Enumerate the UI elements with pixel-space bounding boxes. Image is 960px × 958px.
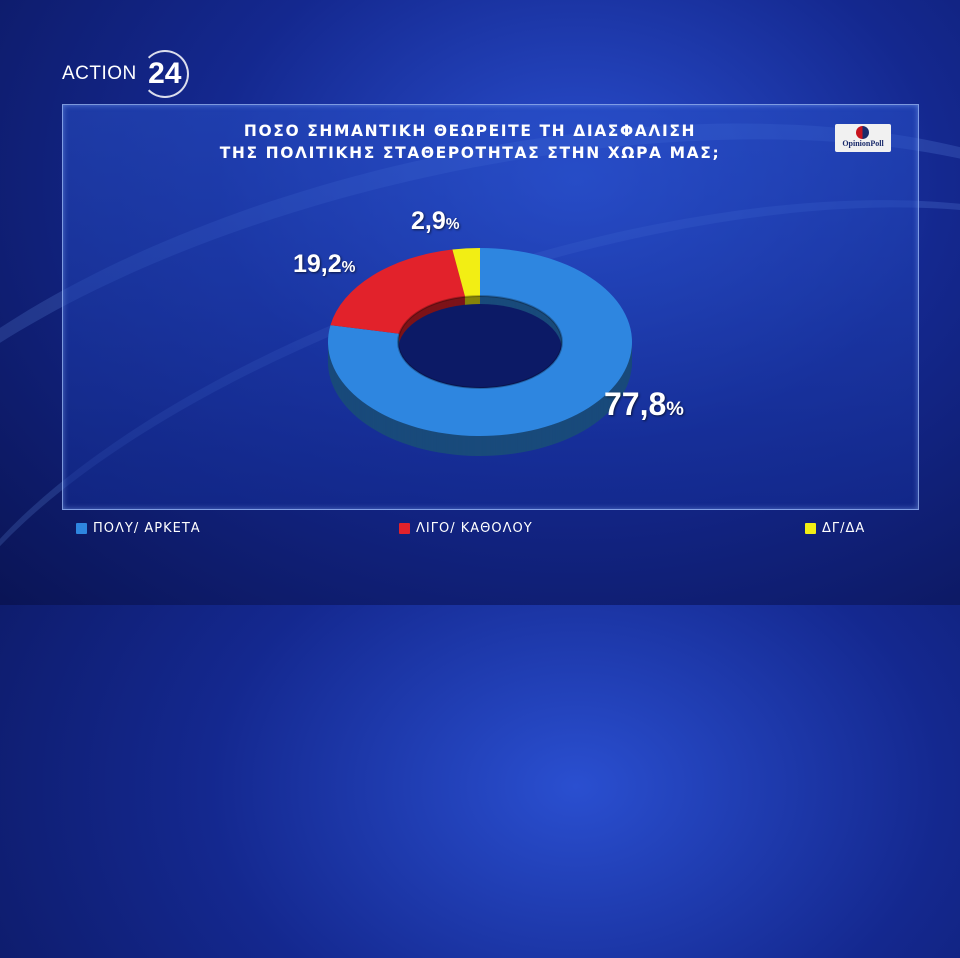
donut-inner-edge (397, 295, 563, 389)
legend-item-poly-arketa: ΠΟΛΥ/ ΑΡΚΕΤΑ (76, 521, 201, 536)
title-line-1: ΠΟΣΟ ΣΗΜΑΝΤΙΚΗ ΘΕΩΡΕΙΤΕ ΤΗ ΔΙΑΣΦΑΛΙΣΗ (243, 122, 697, 140)
value-number: 19,2 (293, 250, 342, 278)
legend-swatch (399, 523, 410, 534)
legend-item-ligo-katholou: ΛΙΓΟ/ ΚΑΘΟΛΟΥ (399, 521, 533, 536)
donut-hole (398, 304, 562, 396)
value-unit: % (341, 259, 356, 276)
legend-label: ΛΙΓΟ/ ΚΑΘΟΛΟΥ (416, 521, 533, 536)
chart-title: ΠΟΣΟ ΣΗΜΑΝΤΙΚΗ ΘΕΩΡΕΙΤΕ ΤΗ ΔΙΑΣΦΑΛΙΣΗ ΤΗ… (150, 120, 790, 164)
value-unit: % (666, 398, 684, 420)
poll-logo-icon (856, 126, 869, 139)
legend-label: ΠΟΛΥ/ ΑΡΚΕΤΑ (93, 521, 201, 536)
legend-label: ΔΓ/ΔΑ (822, 521, 866, 536)
value-number: 2,9 (411, 207, 446, 235)
value-label-2: 2,9% (411, 207, 460, 236)
donut-slice-0 (327, 248, 633, 436)
donut-chart (327, 248, 633, 457)
legend-item-dg-da: ΔΓ/ΔΑ (805, 521, 865, 536)
legend-swatch (805, 523, 816, 534)
value-unit: % (445, 216, 460, 233)
logo-text: ACTION (62, 63, 137, 84)
legend-swatch (76, 523, 87, 534)
value-label-1: 19,2% (293, 250, 355, 279)
title-line-2: ΤΗΣ ΠΟΛΙΤΙΚΗΣ ΣΤΑΘΕΡΟΤΗΤΑΣ ΣΤΗΝ ΧΩΡΑ ΜΑΣ… (219, 144, 721, 162)
value-number: 77,8 (604, 386, 667, 422)
value-label-0: 77,8% (604, 386, 684, 423)
channel-logo: ACTION 24 (62, 50, 189, 98)
donut-slice-1 (330, 249, 466, 334)
opinion-poll-logo: OpinionPoll (835, 124, 891, 152)
logo-number: 24 (140, 50, 189, 98)
donut-slice-2 (452, 248, 480, 297)
poll-logo-text: OpinionPoll (842, 139, 884, 148)
